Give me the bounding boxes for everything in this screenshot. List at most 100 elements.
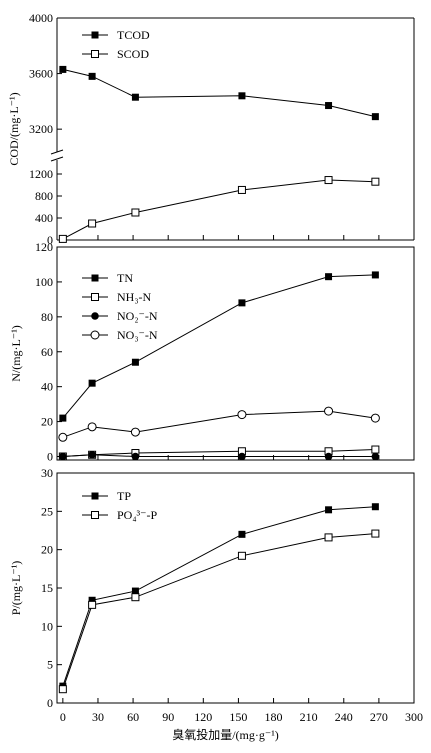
x-tick-label: 210	[300, 710, 318, 724]
panel1-y-tick-label: 3200	[29, 122, 53, 136]
panel3-pop-point	[88, 600, 97, 609]
panel2-tn-line	[62, 274, 376, 419]
panel1-tcod-legend-marker	[91, 31, 99, 39]
panel2-non-point	[130, 427, 140, 437]
panel3-y-tick-label: 0	[47, 696, 53, 710]
panel1-y-tick-label: 4000	[29, 11, 53, 25]
panel2-non-point	[87, 422, 97, 432]
panel3-tp-line	[62, 506, 376, 687]
panel2-tn-point	[238, 299, 246, 307]
panel1-tcod-line	[62, 68, 376, 118]
x-tick-label: 0	[60, 710, 66, 724]
panel1-scod-point	[324, 176, 333, 185]
panel3-pop-point	[58, 685, 67, 694]
panel2-y-tick-label: 0	[47, 450, 53, 464]
panel1-tcod-point	[131, 93, 139, 101]
panel2-y-axis-label: N/(mg·L⁻¹)	[9, 325, 23, 382]
panel3-tp-point	[371, 503, 379, 511]
panel2-tn-legend-label: TN	[117, 271, 133, 285]
panel3-tp-point	[325, 506, 333, 514]
panel1-scod-line	[62, 179, 376, 240]
panel2-non-legend-marker	[90, 330, 100, 340]
panel2-non-legend-label: NO₂⁻-N	[117, 309, 158, 323]
panel2-y-tick-label: 20	[41, 415, 53, 429]
panel1-y-tick-label: 400	[35, 211, 53, 225]
panel1-y-tick-label: 0	[47, 233, 53, 247]
panel1-tcod-legend-label: TCOD	[117, 28, 150, 42]
panel2-non-line	[62, 410, 376, 438]
panel1-scod-point	[88, 219, 97, 228]
panel3-pop-legend-label: PO₄³⁻-P	[117, 508, 157, 522]
x-axis-label: 臭氧投加量/(mg·g⁻¹)	[172, 727, 279, 742]
x-tick-label: 300	[405, 710, 423, 724]
panel2-y-tick-label: 80	[41, 310, 53, 324]
panel2-tn-point	[59, 414, 67, 422]
panel3-pop-point	[324, 533, 333, 542]
panel3-tp-legend-label: TP	[117, 489, 131, 503]
panel2-y-tick-label: 60	[41, 345, 53, 359]
panel1-y-tick-label: 800	[35, 189, 53, 203]
panel3-pop-line	[62, 533, 376, 690]
panel3-tp-legend-marker	[91, 492, 99, 500]
x-tick-label: 270	[370, 710, 388, 724]
panel2-tn-point	[325, 273, 333, 281]
panel2-non-point	[324, 452, 333, 461]
panel2-tn-point	[131, 358, 139, 366]
x-tick-label: 60	[127, 710, 139, 724]
panel1-tcod-point	[88, 72, 96, 80]
panel3-y-axis-label: P/(mg·L⁻¹)	[9, 561, 23, 616]
panel3-y-tick-label: 10	[41, 619, 53, 633]
panel2-non-point	[371, 452, 380, 461]
panel3-pop-legend-marker	[91, 511, 99, 519]
panel2-y-tick-label: 100	[35, 275, 53, 289]
panel1-scod-point	[131, 208, 140, 217]
panel1-tcod-point	[371, 113, 379, 121]
x-tick-label: 90	[162, 710, 174, 724]
panel3-y-tick-label: 30	[41, 466, 53, 480]
panel2-non-legend-label: NO₃⁻-N	[117, 328, 158, 342]
panel2-non-point	[237, 410, 247, 420]
panel2-non-point	[88, 450, 96, 459]
panel2-non-legend-marker	[91, 312, 99, 320]
panel2-non-line	[62, 454, 376, 458]
panel2-non-point	[238, 452, 246, 461]
panel2-non-point	[370, 413, 380, 423]
panel3-pop-point	[371, 529, 380, 538]
panel3-y-tick-label: 15	[41, 581, 53, 595]
panel1-y-axis-label: COD/(mg·L⁻¹)	[7, 92, 21, 165]
panel3-tp-point	[88, 596, 96, 604]
x-tick-label: 30	[92, 710, 104, 724]
panel2-tn-legend-marker	[91, 274, 99, 282]
panel3-pop-point	[237, 551, 246, 560]
panel3-tp-point	[238, 530, 246, 538]
panel2-nhn-point	[371, 445, 380, 454]
panel3-pop-point	[131, 593, 140, 602]
panel1-y-tick-label: 3600	[29, 67, 53, 81]
x-tick-label: 240	[335, 710, 353, 724]
panel2-nhn-legend-label: NH₃-N	[117, 290, 152, 304]
panel2-tn-point	[88, 379, 96, 387]
x-tick-label: 120	[194, 710, 212, 724]
panel2-y-tick-label: 120	[35, 240, 53, 254]
panel1-scod-legend-label: SCOD	[117, 47, 149, 61]
panel1-tcod-point	[325, 102, 333, 110]
panel3-y-tick-label: 25	[41, 504, 53, 518]
panel2-non-point	[324, 406, 334, 416]
panel1-tcod-point	[238, 92, 246, 100]
panel3-y-tick-label: 5	[47, 658, 53, 672]
x-tick-label: 180	[265, 710, 283, 724]
panel1-scod-point	[58, 234, 67, 243]
panel2-y-tick-label: 40	[41, 380, 53, 394]
panel2-nhn-legend-marker	[91, 293, 99, 301]
panel2-non-point	[58, 432, 68, 442]
panel2-tn-point	[371, 271, 379, 279]
panel1-scod-legend-marker	[91, 50, 99, 58]
panel1-tcod-point	[59, 65, 67, 73]
panel3-y-tick-label: 20	[41, 543, 53, 557]
panel1-scod-point	[371, 177, 380, 186]
panel2-non-point	[131, 452, 140, 461]
x-tick-label: 150	[229, 710, 247, 724]
panel1-axis-break	[50, 149, 64, 162]
